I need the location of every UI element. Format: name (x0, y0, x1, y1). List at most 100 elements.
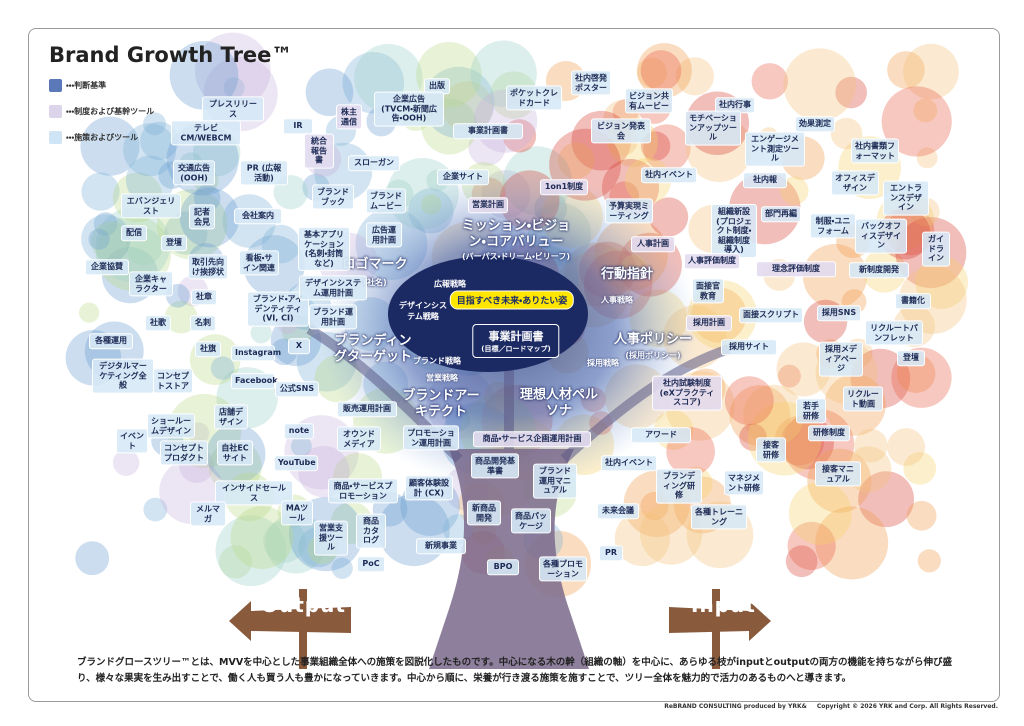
strategy-label: 採用戦略 (587, 358, 619, 368)
node-box: 社内啓発ポスター (571, 70, 611, 96)
node-box: 販売運用計画 (337, 401, 397, 417)
leaf (88, 228, 110, 250)
leaf (143, 497, 168, 522)
node-box: 予算実現ミーティング (605, 198, 653, 224)
leaf (305, 68, 354, 117)
node-box: 制服・ユニフォーム (810, 213, 856, 239)
leaf (751, 63, 788, 100)
leaf (215, 515, 287, 587)
node-box: 商品パッケージ (511, 508, 551, 534)
node-box: 未来会議 (597, 503, 639, 519)
node-box: 登壇 (161, 235, 187, 251)
node-box: 社内報 (743, 172, 787, 188)
node-box: 部門再編 (761, 206, 801, 222)
node-box: 社内書類フォーマット (851, 138, 899, 164)
leaf (777, 364, 801, 388)
leaf (125, 155, 175, 205)
node-box: 商品開発基準書 (471, 453, 519, 479)
leaf (164, 300, 198, 334)
node-box: 店舗デザイン (214, 404, 248, 430)
node-box: 新制度開発 (849, 262, 909, 278)
output-label: Output (261, 593, 346, 617)
node-box: エバンジェリスト (121, 193, 181, 219)
copyright: Copyright © 2026 YRK and Corp. All Right… (816, 703, 998, 710)
trunk-label: ロゴマーク (342, 257, 408, 273)
legend-item: ・・・制度および基幹ツール (49, 105, 154, 118)
node-box: 人事評価制度 (684, 253, 740, 269)
node-box: アワード (631, 427, 691, 443)
node-box: MAツール (281, 500, 313, 526)
strategy-label: 広報戦略 (434, 279, 466, 289)
leaf (331, 557, 353, 579)
title: Brand Growth Tree™ (49, 43, 293, 67)
leaf (80, 116, 140, 176)
trunk-label: ミッション・ビジョン・コアバリュー (461, 218, 571, 249)
node-box: 接客マニュアル (815, 461, 861, 487)
leaf (75, 541, 110, 576)
node-box: 社歌 (145, 315, 171, 331)
leaf (815, 506, 889, 580)
leaf (643, 124, 691, 172)
node-box: 自社ECサイト (217, 440, 253, 466)
leaf (558, 142, 595, 179)
leaf (614, 510, 670, 567)
node-box: ビジョン発表会 (591, 118, 651, 144)
node-box: 採用サイト (721, 339, 777, 355)
legend-label: ・・・判断基準 (66, 81, 107, 90)
node-box: ブランディング研修 (656, 468, 702, 504)
node-box: オフィスデザイン (831, 170, 879, 196)
node-box: イベント (116, 428, 148, 454)
node-box: 若手研修 (796, 398, 826, 424)
node-box: リクルート動画 (843, 386, 883, 412)
leaf (787, 521, 836, 570)
leaf (265, 513, 327, 574)
node-box: ブランドムービー (366, 188, 406, 214)
node-box: 商品・サービス企画運用計画 (473, 431, 591, 447)
leaf (887, 51, 925, 89)
strategy-label: デザインシステム戦略 (399, 301, 447, 321)
leaf (903, 451, 937, 485)
node-box: 書籍化 (895, 293, 931, 309)
leaf (649, 197, 689, 237)
node-box: インサイドセールス (215, 480, 293, 506)
node-box: 各種プロモーション (539, 556, 587, 582)
node-box: 新規事業 (416, 538, 466, 554)
node-box: コンセプトプロダクト (160, 440, 208, 466)
leaf (913, 98, 938, 123)
leaf (724, 376, 774, 426)
leaf (169, 41, 239, 110)
leaf (858, 471, 915, 528)
node-box: 新商品開発 (467, 500, 501, 526)
leaf (636, 57, 667, 88)
node-box: PR (599, 545, 623, 561)
leaf (743, 384, 805, 446)
node-box: 事業計画書 (453, 123, 523, 139)
node-box: 効果測定 (795, 116, 835, 132)
leaf (887, 428, 926, 466)
node-box: 採用SNS (817, 305, 861, 321)
leaf (637, 43, 692, 98)
node-box: 各種トレーニング (691, 504, 747, 530)
trunk-label: (採用ポリシー) (625, 351, 681, 361)
node-box: 社旗 (195, 341, 221, 357)
node-box: 配信 (121, 225, 147, 241)
node-box: 商品カタログ (356, 513, 386, 549)
leaf (112, 449, 140, 476)
node-box: 理念評価制度 (756, 261, 836, 277)
sign-post (712, 589, 720, 669)
leaf (442, 81, 494, 133)
node-box: 接客研修 (756, 437, 786, 463)
leaf (783, 48, 856, 121)
leaf (785, 545, 818, 578)
node-box: Instagram (231, 345, 281, 361)
poster: Brand Growth Tree™ ・・・判断基準 ・・・制度および基幹ツール・… (28, 28, 1000, 702)
node-box: 基本アプリケーション (名刺・封筒など) (298, 226, 350, 272)
node-box: ポケットクレドカード (506, 85, 562, 111)
sign-post (299, 589, 307, 669)
node-box: オウンドメディア (337, 426, 381, 452)
node-box: ショールームデザイン (147, 413, 195, 439)
leaf (140, 121, 179, 161)
leaf (729, 385, 791, 446)
node-box: エンゲージメント測定ツール (745, 131, 805, 167)
